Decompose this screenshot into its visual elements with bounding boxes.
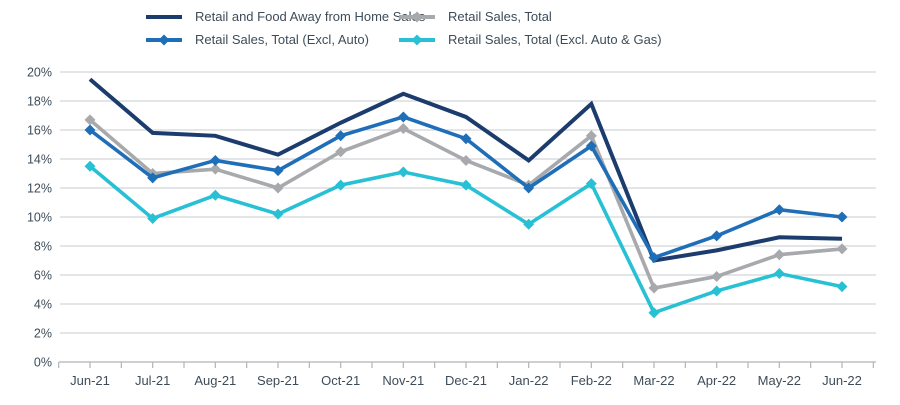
data-point-marker: [335, 179, 347, 191]
data-point-marker: [648, 252, 660, 264]
x-axis-tick-label: May-22: [758, 373, 801, 388]
data-point-marker: [147, 172, 159, 184]
x-axis: [58, 361, 876, 368]
legend-item-retail-sales-total: Retail Sales, Total: [398, 9, 662, 25]
x-axis-tick-label: Apr-22: [697, 373, 736, 388]
x-axis-tick-label: Feb-22: [571, 373, 612, 388]
legend-label: Retail Sales, Total: [448, 9, 552, 24]
data-point-marker: [836, 243, 848, 255]
data-point-marker: [836, 281, 848, 293]
y-gridlines-and-labels: 0% 2% 4% 6% 8% 10% 12% 14% 16% 18% 20%: [27, 66, 876, 370]
x-axis-labels: Jun-21 Jul-21 Aug-21 Sep-21 Oct-21 Nov-21 Dec-…: [70, 373, 862, 388]
x-axis-tick-label: Jan-22: [509, 373, 549, 388]
data-point-marker: [773, 249, 785, 261]
series-line: [88, 118, 843, 291]
y-axis-tick-label: 0%: [34, 356, 52, 370]
x-axis-tick-label: Jun-22: [822, 373, 862, 388]
data-point-marker: [335, 146, 347, 158]
x-axis-tick-label: Sep-21: [257, 373, 299, 388]
data-point-marker: [711, 285, 723, 297]
data-point-marker: [209, 163, 221, 175]
data-point-marker: [523, 218, 535, 230]
y-axis-tick-label: 12%: [27, 182, 52, 196]
data-point-marker: [84, 114, 96, 126]
legend-line-swatch: [399, 11, 435, 23]
data-point-marker: [272, 182, 284, 194]
data-point-marker: [397, 111, 409, 123]
data-point-marker: [272, 165, 284, 177]
x-axis-tick-label: Jun-21: [70, 373, 110, 388]
x-axis-tick-label: Nov-21: [382, 373, 424, 388]
data-point-marker: [523, 182, 535, 194]
x-axis-tick-label: Mar-22: [633, 373, 674, 388]
data-point-marker: [648, 282, 660, 294]
data-point-marker: [209, 189, 221, 201]
data-point-marker: [585, 140, 597, 152]
y-axis-tick-label: 2%: [34, 327, 52, 341]
data-point-marker: [147, 212, 159, 224]
y-axis-tick-label: 10%: [27, 211, 52, 225]
data-point-marker: [209, 154, 221, 166]
data-point-marker: [711, 230, 723, 242]
series-retail-sales-total-excl-auto-gas: [84, 160, 848, 319]
legend-column-1: Retail and Food Away from Home Sales Ret…: [145, 9, 425, 48]
x-axis-tick-label: Aug-21: [194, 373, 236, 388]
x-axis-tick-label: Dec-21: [445, 373, 487, 388]
y-axis-tick-label: 8%: [34, 240, 52, 254]
legend-label: Retail and Food Away from Home Sales: [195, 9, 426, 24]
x-axis-tick-label: Oct-21: [321, 373, 360, 388]
y-axis-tick-label: 18%: [27, 95, 52, 109]
data-point-marker: [460, 179, 472, 191]
data-point-marker: [460, 133, 472, 145]
data-point-marker: [84, 124, 96, 136]
data-point-marker: [460, 154, 472, 166]
legend-line-swatch: [146, 15, 182, 19]
data-point-marker: [397, 166, 409, 178]
series-retail-sales-total-excl-auto: [84, 111, 848, 264]
data-point-marker: [397, 123, 409, 135]
legend-item-retail-sales-total-excl-auto-and-gas: Retail Sales, Total (Excl. Auto & Gas): [398, 32, 662, 48]
series-line: [88, 77, 843, 263]
data-point-marker: [773, 268, 785, 280]
data-point-marker: [335, 130, 347, 142]
legend-line-swatch: [399, 34, 435, 46]
legend-column-2: Retail Sales, Total Retail Sales, Total …: [398, 9, 662, 48]
data-point-marker: [585, 178, 597, 190]
data-point-marker: [84, 160, 96, 172]
data-point-marker: [773, 204, 785, 216]
legend-item-retail-sales-total-excl-auto: Retail Sales, Total (Excl, Auto): [145, 32, 398, 48]
series-retail-and-food-away-from-home-sales: [88, 77, 843, 263]
y-axis-tick-label: 14%: [27, 153, 52, 167]
legend-line-swatch: [146, 34, 182, 46]
data-point-marker: [272, 208, 284, 220]
y-axis-tick-label: 6%: [34, 269, 52, 283]
legend-item-retail-and-food-away-from-home-sales: Retail and Food Away from Home Sales: [145, 9, 425, 25]
y-axis-tick-label: 16%: [27, 124, 52, 138]
x-axis-tick-label: Jul-21: [135, 373, 170, 388]
data-point-marker: [836, 211, 848, 223]
data-point-marker: [585, 130, 597, 142]
y-axis-tick-label: 20%: [27, 66, 52, 80]
y-axis-tick-label: 4%: [34, 298, 52, 312]
legend-label: Retail Sales, Total (Excl, Auto): [195, 32, 369, 47]
legend-label: Retail Sales, Total (Excl. Auto & Gas): [448, 32, 662, 47]
data-point-marker: [711, 270, 723, 282]
data-point-marker: [648, 307, 660, 319]
chart-legend: Retail and Food Away from Home Sales Ret…: [145, 9, 662, 48]
